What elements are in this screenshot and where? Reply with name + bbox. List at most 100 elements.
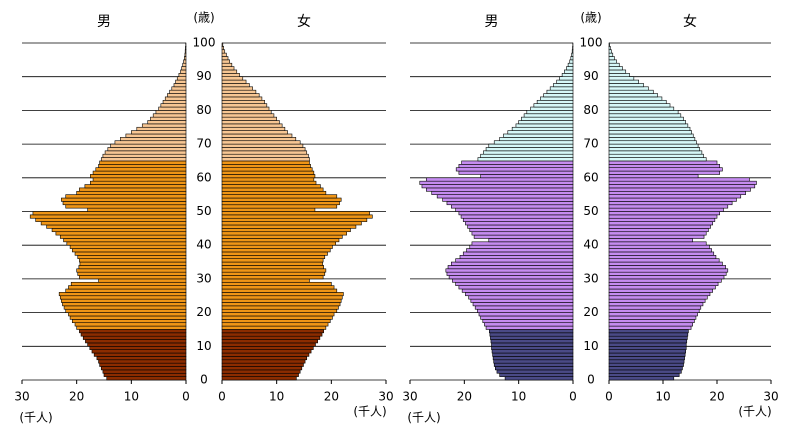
bar xyxy=(465,221,574,226)
bar xyxy=(419,180,574,185)
bar xyxy=(221,231,347,236)
bar xyxy=(447,265,574,270)
x-tick-label: 10 xyxy=(655,390,670,404)
y-tick-label: 70 xyxy=(583,137,598,151)
bar xyxy=(221,106,270,111)
bar xyxy=(65,308,187,313)
bar xyxy=(95,167,187,172)
bar xyxy=(493,140,574,145)
bar xyxy=(608,133,694,138)
bar xyxy=(221,59,230,64)
bar xyxy=(608,59,617,64)
x-tick-label: 0 xyxy=(569,390,577,404)
bar xyxy=(608,255,717,259)
bar xyxy=(221,99,265,104)
bar xyxy=(221,160,310,165)
series-header: 女 xyxy=(297,13,311,30)
bar xyxy=(221,332,323,337)
bar xyxy=(608,211,720,216)
bar xyxy=(608,265,726,270)
bar xyxy=(608,69,627,74)
bar xyxy=(221,356,308,361)
bar xyxy=(608,126,691,131)
bar xyxy=(608,93,658,98)
bar xyxy=(221,258,324,263)
bar xyxy=(608,150,703,155)
bar xyxy=(564,69,574,74)
bar xyxy=(608,201,733,206)
bar xyxy=(608,49,612,54)
bar xyxy=(469,244,574,249)
bar xyxy=(608,362,684,367)
bar xyxy=(98,164,187,168)
bar xyxy=(184,49,187,54)
bar xyxy=(221,329,324,334)
bar xyxy=(221,66,235,71)
bar xyxy=(221,255,326,259)
bar xyxy=(221,302,341,307)
bar xyxy=(158,106,187,111)
bar xyxy=(221,130,288,135)
bar xyxy=(79,261,187,266)
x-tick-label: 20 xyxy=(69,390,84,404)
bar xyxy=(480,153,574,158)
bar xyxy=(536,99,574,104)
bar xyxy=(221,157,310,162)
bar xyxy=(608,271,727,276)
bar xyxy=(608,258,720,263)
bar xyxy=(608,234,705,239)
bar xyxy=(608,241,707,246)
bar xyxy=(608,332,689,337)
bar xyxy=(55,231,187,236)
x-tick-label: 30 xyxy=(402,390,417,404)
bar xyxy=(608,123,689,128)
bar xyxy=(450,261,574,266)
bar xyxy=(59,295,187,300)
bar xyxy=(543,93,574,98)
bar xyxy=(221,184,321,189)
bar xyxy=(87,342,187,347)
series-header: 男 xyxy=(97,14,111,30)
bar xyxy=(491,349,574,354)
bar xyxy=(608,366,683,371)
x-tick-label: 10 xyxy=(511,390,526,404)
bar xyxy=(470,298,574,303)
bar xyxy=(221,211,370,216)
bar xyxy=(446,271,574,276)
y-tick-label: 80 xyxy=(583,103,598,117)
bar xyxy=(421,184,574,189)
bar xyxy=(221,325,327,330)
x-tick-label: 0 xyxy=(182,390,190,404)
bar xyxy=(608,137,696,142)
bar xyxy=(221,221,362,226)
bar xyxy=(76,325,187,330)
bar xyxy=(566,66,574,71)
bar xyxy=(608,89,654,94)
bar xyxy=(221,292,344,297)
bar xyxy=(171,86,187,91)
bar xyxy=(221,319,331,324)
bar xyxy=(65,288,187,293)
bar xyxy=(99,362,187,367)
bar xyxy=(221,345,314,350)
bar xyxy=(100,157,187,162)
y-tick-label: 10 xyxy=(583,339,598,353)
bar xyxy=(79,275,187,280)
bar xyxy=(491,345,574,350)
bar xyxy=(493,359,574,364)
bar xyxy=(608,325,692,330)
bar xyxy=(76,268,187,273)
bar xyxy=(221,116,277,121)
bar xyxy=(608,308,700,313)
bar xyxy=(499,372,574,377)
bar xyxy=(87,207,187,212)
bar xyxy=(478,312,574,317)
bar xyxy=(169,89,187,94)
bar xyxy=(221,288,338,293)
bar xyxy=(608,275,725,280)
bar xyxy=(162,99,187,104)
bar xyxy=(164,96,187,101)
bar xyxy=(608,66,623,71)
bar xyxy=(182,62,187,67)
